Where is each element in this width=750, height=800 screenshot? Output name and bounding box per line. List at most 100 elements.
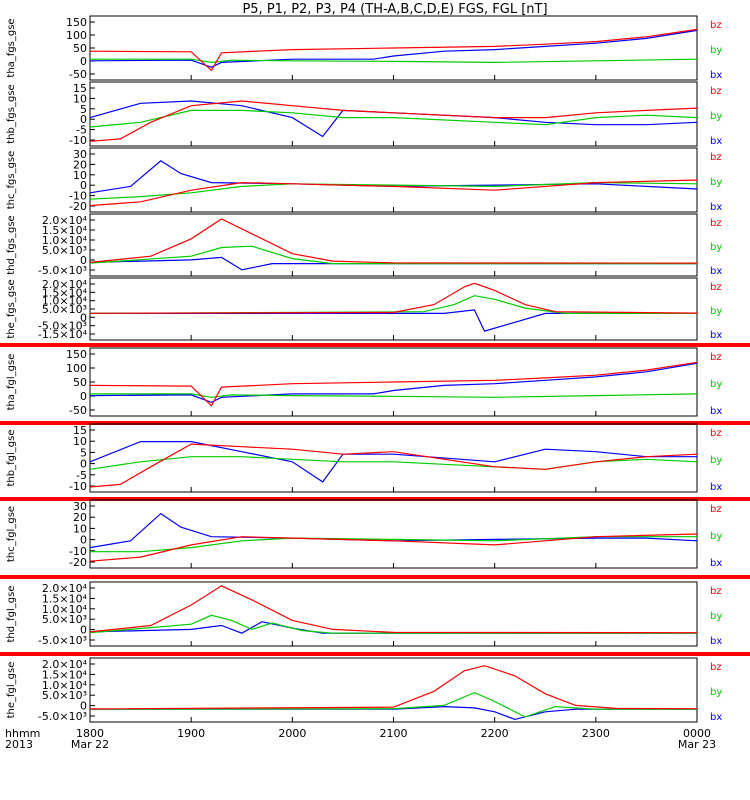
y-tick-label: -5.0×10³ [38, 320, 87, 333]
y-tick-label: 1.5×10⁴ [42, 224, 88, 237]
y-tick-label: -5 [76, 469, 87, 482]
y-tick-label: 150 [66, 348, 87, 361]
x-tick-label: 1900 [177, 727, 205, 740]
panel-separator-3 [0, 497, 750, 501]
legend-label-bx: bx [710, 712, 722, 723]
panel-frame [89, 581, 698, 647]
legend-label-bz: bz [710, 86, 722, 97]
panel-ylabel: thc_fgl_gse [6, 506, 17, 562]
y-tick-label: 5.0×10³ [42, 244, 87, 257]
legend-label-bx: bx [710, 636, 722, 647]
y-tick-label: 1.0×10⁴ [42, 234, 88, 247]
y-tick-label: 5 [80, 103, 87, 116]
panel-frame [89, 277, 698, 341]
y-tick-label: 1.0×10⁴ [42, 295, 88, 308]
legend-label-by: by [710, 242, 722, 253]
legend-label-bx: bx [710, 266, 722, 277]
series-line-bx [90, 309, 697, 332]
y-tick-label: -5.0×10³ [38, 710, 87, 723]
legend-label-bx: bx [710, 406, 722, 417]
y-tick-label: 2.0×10⁴ [42, 582, 88, 595]
y-tick-label: 0 [80, 311, 87, 324]
y-tick-label: 5.0×10³ [42, 303, 87, 316]
panel-separator-5 [0, 652, 750, 656]
y-tick-label: 0 [80, 254, 87, 267]
y-tick-label: -5 [76, 124, 87, 137]
x-tick-label: 2200 [481, 727, 509, 740]
series-line-bx [89, 621, 697, 634]
y-tick-label: 0 [80, 390, 87, 403]
x-date-label-end: Mar 23 [678, 738, 716, 751]
legend-label-by: by [710, 611, 722, 622]
y-tick-label: 50 [73, 42, 87, 55]
panel-frame [89, 657, 698, 723]
series-line-bz [89, 218, 698, 264]
legend-label-by: by [710, 455, 722, 466]
legend-label-bx: bx [710, 482, 722, 493]
y-tick-label: 1.5×10⁴ [42, 286, 88, 299]
panel-ylabel: thd_fgl_gse [6, 586, 17, 643]
series-line-bx [89, 100, 698, 138]
y-tick-label: 2.0×10⁴ [42, 658, 88, 671]
y-tick-label: -20 [69, 200, 87, 213]
panel-ylabel: thc_fgs_gse [6, 151, 17, 210]
panel-frame [89, 499, 698, 569]
legend-label-bz: bz [710, 428, 722, 439]
panel-separator-4 [0, 575, 750, 579]
y-tick-label: 2.0×10⁴ [42, 278, 88, 291]
y-tick-label: 0 [80, 700, 87, 713]
series-line-by [89, 614, 697, 634]
panel-separator-2 [0, 421, 750, 425]
y-tick-label: 0 [80, 179, 87, 192]
panel-frame [89, 213, 698, 277]
x-tick-label: 2100 [380, 727, 408, 740]
legend-label-bz: bz [710, 662, 722, 673]
x-tick-label: 2300 [582, 727, 610, 740]
series-line-bx [89, 29, 698, 68]
series-line-bz [89, 665, 698, 710]
legend-label-by: by [710, 379, 722, 390]
panel-ylabel: tha_fgl_gse [6, 354, 17, 411]
legend-label-bz: bz [710, 20, 722, 31]
y-tick-label: -10 [69, 545, 87, 558]
y-tick-label: 1.0×10⁴ [42, 679, 88, 692]
legend-label-bz: bz [710, 352, 722, 363]
x-tick-label: 0000 [683, 727, 711, 740]
y-tick-label: 5.0×10³ [42, 613, 87, 626]
series-line-bz [89, 533, 698, 562]
y-tick-label: 20 [73, 158, 87, 171]
legend-label-bx: bx [710, 558, 722, 569]
series-line-bz [89, 282, 698, 314]
series-line-by [89, 295, 697, 314]
y-tick-label: -10 [69, 480, 87, 493]
y-tick-label: 30 [73, 500, 87, 513]
y-tick-label: -1.5×10⁴ [38, 328, 88, 341]
y-tick-label: 50 [73, 376, 87, 389]
panel-5: 2.0×10⁴1.5×10⁴1.0×10⁴5.0×10³0-5.0×10³-1.… [6, 277, 722, 341]
series-line-bz [89, 585, 698, 634]
legend-label-by: by [710, 111, 722, 122]
series-line-by [89, 456, 698, 470]
y-tick-label: 100 [66, 362, 87, 375]
series-line-by [90, 58, 698, 64]
panel-ylabel: thd_fgs_gse [6, 215, 17, 274]
x-tick-label: 2000 [278, 727, 306, 740]
series-line-bz [89, 179, 698, 207]
y-tick-label: 1.0×10⁴ [42, 603, 88, 616]
series-line-by [90, 536, 697, 553]
series-line-bx [89, 512, 698, 549]
legend-label-by: by [710, 45, 722, 56]
legend-label-bx: bx [710, 136, 722, 147]
series-line-by [89, 245, 697, 265]
series-line-bx [89, 256, 697, 271]
panel-ylabel: thb_fgl_gse [6, 430, 17, 487]
y-tick-label: 1.5×10⁴ [42, 668, 88, 681]
legend-label-bx: bx [710, 70, 722, 81]
legend-label-bz: bz [710, 504, 722, 515]
